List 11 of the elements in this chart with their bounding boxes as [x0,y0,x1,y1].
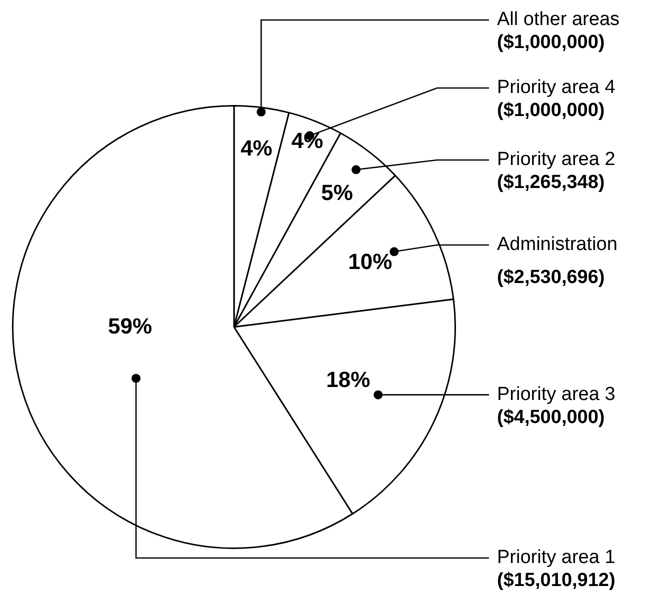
slice-label: Priority area 3 ($4,500,000) [497,384,616,428]
slice-label: Priority area 1 ($15,010,912) [497,547,616,592]
data-label: 59% [108,313,152,338]
data-label: 4% [240,135,272,160]
data-label: 5% [321,180,353,206]
data-label: 18% [326,366,370,392]
slice-label: Priority area 4 ($1,000,000) [497,77,616,122]
data-label: 10% [348,249,392,274]
slice-label: Priority area 2 ($1,265,348) [497,149,616,194]
slice-label: All other areas ($1,000,000) [497,9,620,54]
slice-label: Administration ($2,530,696) [497,234,618,288]
